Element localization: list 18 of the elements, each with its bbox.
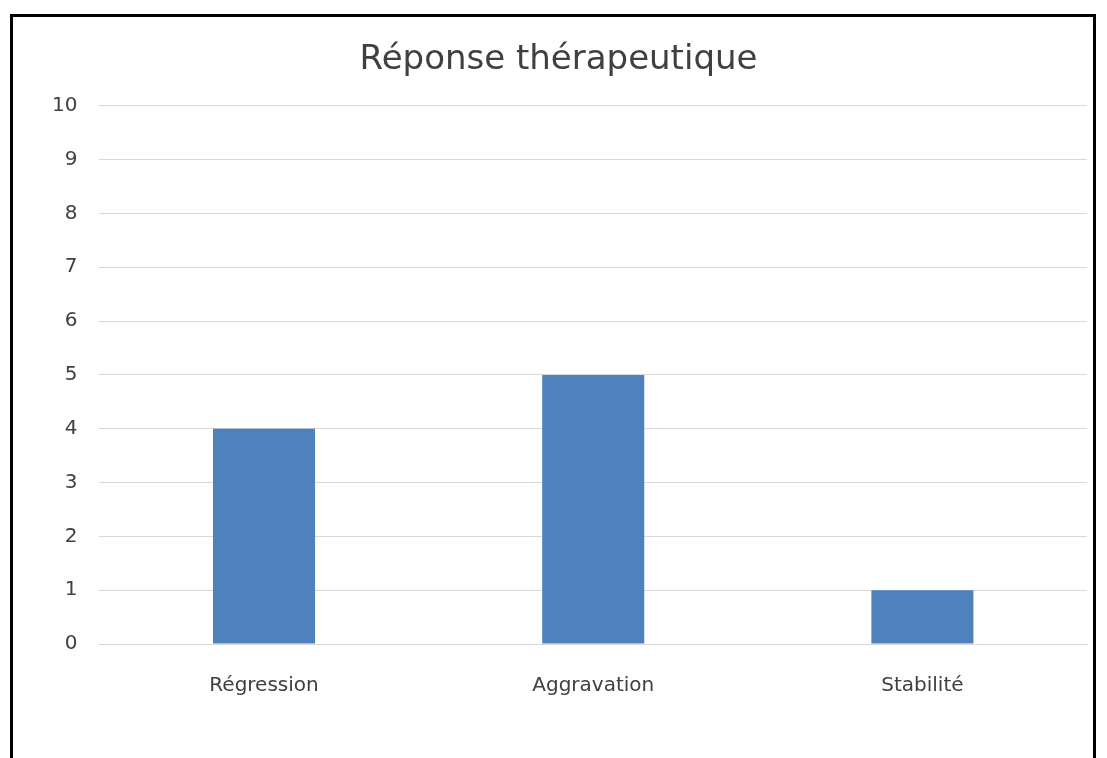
y-tick-label: 7 [64, 253, 78, 278]
x-tick-label: Stabilité [881, 672, 964, 697]
y-tick-label: 0 [64, 630, 78, 655]
x-tick-label: Aggravation [532, 672, 655, 697]
y-tick-label: 8 [64, 199, 78, 224]
bar [871, 590, 974, 644]
y-tick-label: 6 [64, 307, 78, 332]
bar [213, 428, 316, 644]
y-tick-label: 4 [64, 414, 78, 439]
y-tick-label: 10 [52, 92, 78, 116]
y-tick-label: 2 [64, 522, 78, 547]
y-tick-label: 5 [64, 361, 78, 386]
y-tick-label: 9 [64, 145, 78, 170]
y-tick-label: 3 [64, 468, 78, 493]
bar [542, 374, 645, 644]
y-tick-label: 1 [64, 576, 78, 601]
chart-title: Réponse thérapeutique [359, 37, 758, 78]
x-tick-label: Régression [209, 672, 319, 697]
